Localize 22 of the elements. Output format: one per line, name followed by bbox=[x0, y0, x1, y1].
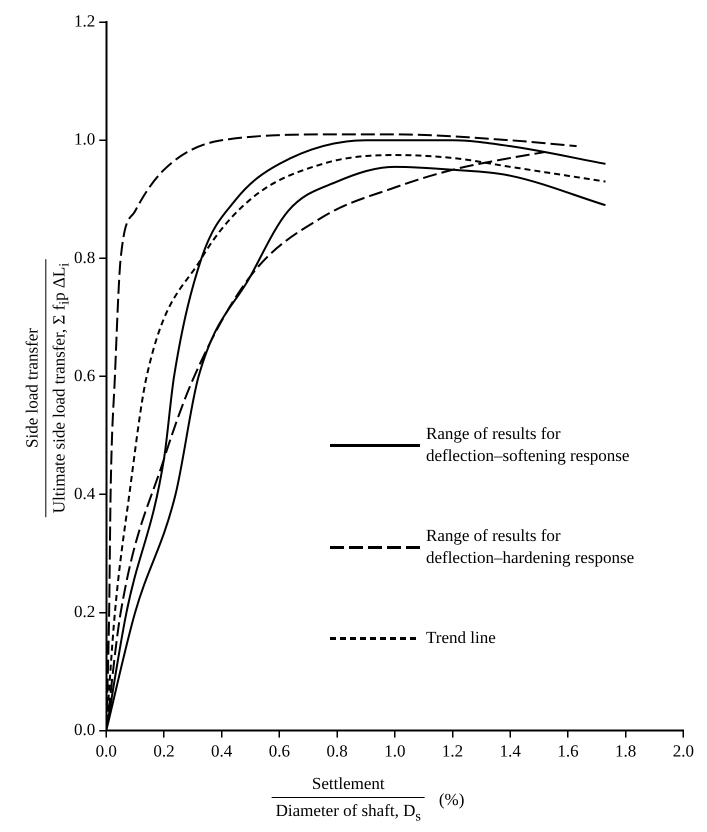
text: Settlement Diameter of shaft, D$_{s}$ (%) bbox=[276, 774, 464, 824]
x-tick-label: 0.0 bbox=[96, 741, 117, 760]
x-tick-label: 0.2 bbox=[153, 741, 175, 760]
legend-label: Trend line bbox=[426, 627, 496, 649]
y-tick-label: 0.4 bbox=[74, 484, 96, 503]
x-tick-label: 1.4 bbox=[500, 741, 522, 760]
y-tick-label: 0.2 bbox=[74, 602, 96, 621]
y-tick-label: 0.8 bbox=[74, 248, 96, 267]
x-tick-label: 1.6 bbox=[557, 741, 579, 760]
y-tick-label: 0.0 bbox=[74, 720, 96, 740]
x-tick-label: 1.8 bbox=[615, 741, 636, 760]
y-tick-label: 0.6 bbox=[74, 366, 96, 385]
x-tick-label: 0.6 bbox=[268, 741, 290, 760]
y-tick-label: 1.2 bbox=[74, 12, 96, 31]
legend-label: Range of results for deflection–softening response bbox=[426, 423, 630, 467]
x-tick-label: 1.2 bbox=[442, 741, 464, 760]
legend-label: Range of results for deflection–hardening response bbox=[426, 525, 634, 569]
x-tick-label: 0.8 bbox=[326, 741, 348, 760]
x-tick-label: 1.0 bbox=[384, 741, 406, 760]
x-tick-label: 0.4 bbox=[211, 741, 233, 760]
y-tick-label: 1.0 bbox=[74, 130, 96, 149]
x-tick-label: 2.0 bbox=[672, 741, 694, 760]
